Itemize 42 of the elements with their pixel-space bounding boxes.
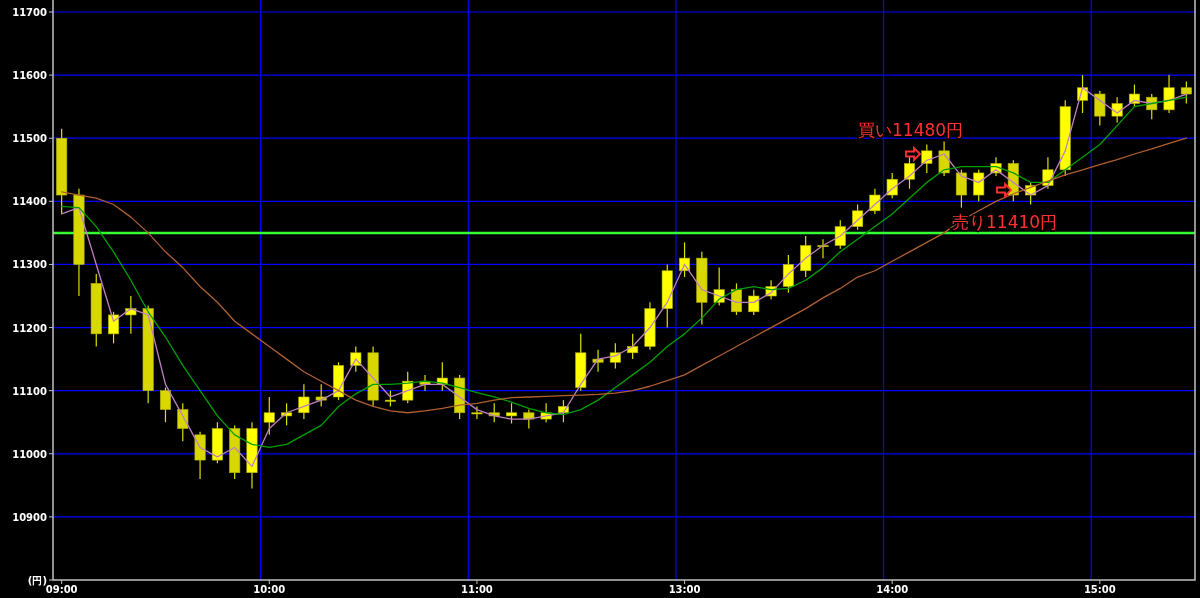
candlestick — [471, 405, 483, 420]
candlestick — [730, 282, 742, 316]
y-tick-label: 11400 — [12, 196, 48, 208]
candlestick — [1094, 90, 1106, 127]
y-tick-label: 11600 — [12, 70, 48, 82]
candlestick — [955, 169, 967, 209]
candlestick — [263, 396, 275, 436]
x-tick-label: 14:00 — [876, 584, 909, 595]
y-tick-label: 10900 — [12, 511, 48, 523]
y-tick-label: 11500 — [12, 133, 48, 145]
candlestick — [921, 143, 933, 174]
y-tick-label: (円) — [27, 575, 47, 586]
y-tick-label: 11100 — [12, 385, 48, 397]
candlestick — [177, 402, 189, 442]
candlestick — [886, 172, 898, 199]
candlestick — [506, 402, 518, 425]
y-tick-label: 11300 — [12, 259, 48, 271]
candlestick — [679, 241, 691, 278]
candlestick — [298, 383, 310, 420]
candlestick — [1163, 74, 1175, 114]
candlestick — [817, 238, 829, 259]
candlestick — [592, 349, 604, 373]
candlestick — [108, 311, 120, 344]
candlestick — [904, 156, 915, 190]
candlestick — [834, 219, 846, 250]
candlestick — [1180, 80, 1192, 105]
candlestick — [973, 169, 985, 202]
y-tick-label: 11700 — [12, 7, 48, 18]
x-tick-label: 11:00 — [461, 584, 493, 595]
candlestick — [627, 333, 639, 360]
candlestick — [159, 386, 171, 423]
candlestick — [869, 188, 881, 215]
y-tick-label: 11000 — [12, 448, 48, 460]
y-tick-label: 11200 — [12, 322, 48, 334]
x-tick-label: 10:00 — [253, 584, 286, 595]
x-tick-label: 09:00 — [45, 584, 78, 595]
line-series — [61, 137, 1187, 414]
x-tick-label: 15:00 — [1083, 584, 1116, 595]
candlestick — [782, 254, 794, 294]
candlestick — [852, 203, 864, 231]
candlestick — [748, 289, 760, 316]
x-tick-label: 13:00 — [668, 584, 701, 595]
